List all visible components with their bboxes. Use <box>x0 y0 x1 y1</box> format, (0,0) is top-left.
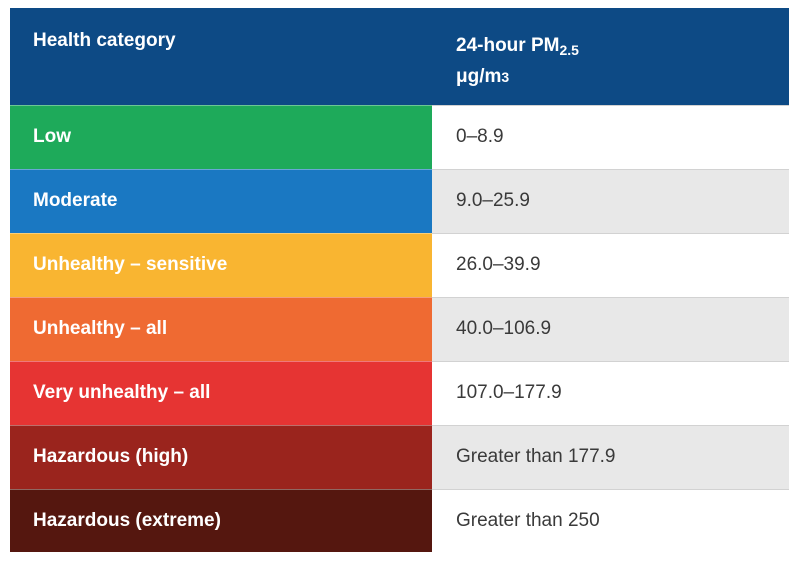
header-pm25-label: 24-hour PM <box>456 35 560 56</box>
value-cell: 0–8.9 <box>432 104 789 169</box>
table-body: Low 0–8.9 Moderate 9.0–25.9 Unhealthy – … <box>10 104 789 552</box>
value-cell: 107.0–177.9 <box>432 360 789 425</box>
header-pm25: 24-hour PM2.5 μg/m3 <box>432 8 789 105</box>
header-unit: μg/m <box>456 66 502 87</box>
pm25-health-table: Health category 24-hour PM2.5 μg/m3 Low … <box>10 8 789 552</box>
header-row: Health category 24-hour PM2.5 μg/m3 <box>10 8 789 105</box>
category-cell: Unhealthy – all <box>10 296 432 361</box>
category-cell: Hazardous (high) <box>10 424 432 489</box>
header-health-category: Health category <box>10 8 432 105</box>
table-row: Unhealthy – all 40.0–106.9 <box>10 296 789 361</box>
table-row: Hazardous (high) Greater than 177.9 <box>10 424 789 489</box>
header-pm25-subscript: 2.5 <box>559 42 579 58</box>
category-cell: Low <box>10 104 432 169</box>
table-row: Hazardous (extreme) Greater than 250 <box>10 488 789 552</box>
table-row: Low 0–8.9 <box>10 104 789 169</box>
value-cell: Greater than 250 <box>432 488 789 552</box>
table-row: Unhealthy – sensitive 26.0–39.9 <box>10 232 789 297</box>
value-cell: Greater than 177.9 <box>432 424 789 489</box>
value-cell: 40.0–106.9 <box>432 296 789 361</box>
category-cell: Very unhealthy – all <box>10 360 432 425</box>
table-header: Health category 24-hour PM2.5 μg/m3 <box>10 8 789 105</box>
category-cell: Hazardous (extreme) <box>10 488 432 552</box>
pm25-health-table-container: Health category 24-hour PM2.5 μg/m3 Low … <box>10 8 789 553</box>
header-unit-exponent: 3 <box>501 69 510 85</box>
table-row: Very unhealthy – all 107.0–177.9 <box>10 360 789 425</box>
category-cell: Unhealthy – sensitive <box>10 232 432 297</box>
table-row: Moderate 9.0–25.9 <box>10 168 789 233</box>
value-cell: 9.0–25.9 <box>432 168 789 233</box>
category-cell: Moderate <box>10 168 432 233</box>
value-cell: 26.0–39.9 <box>432 232 789 297</box>
